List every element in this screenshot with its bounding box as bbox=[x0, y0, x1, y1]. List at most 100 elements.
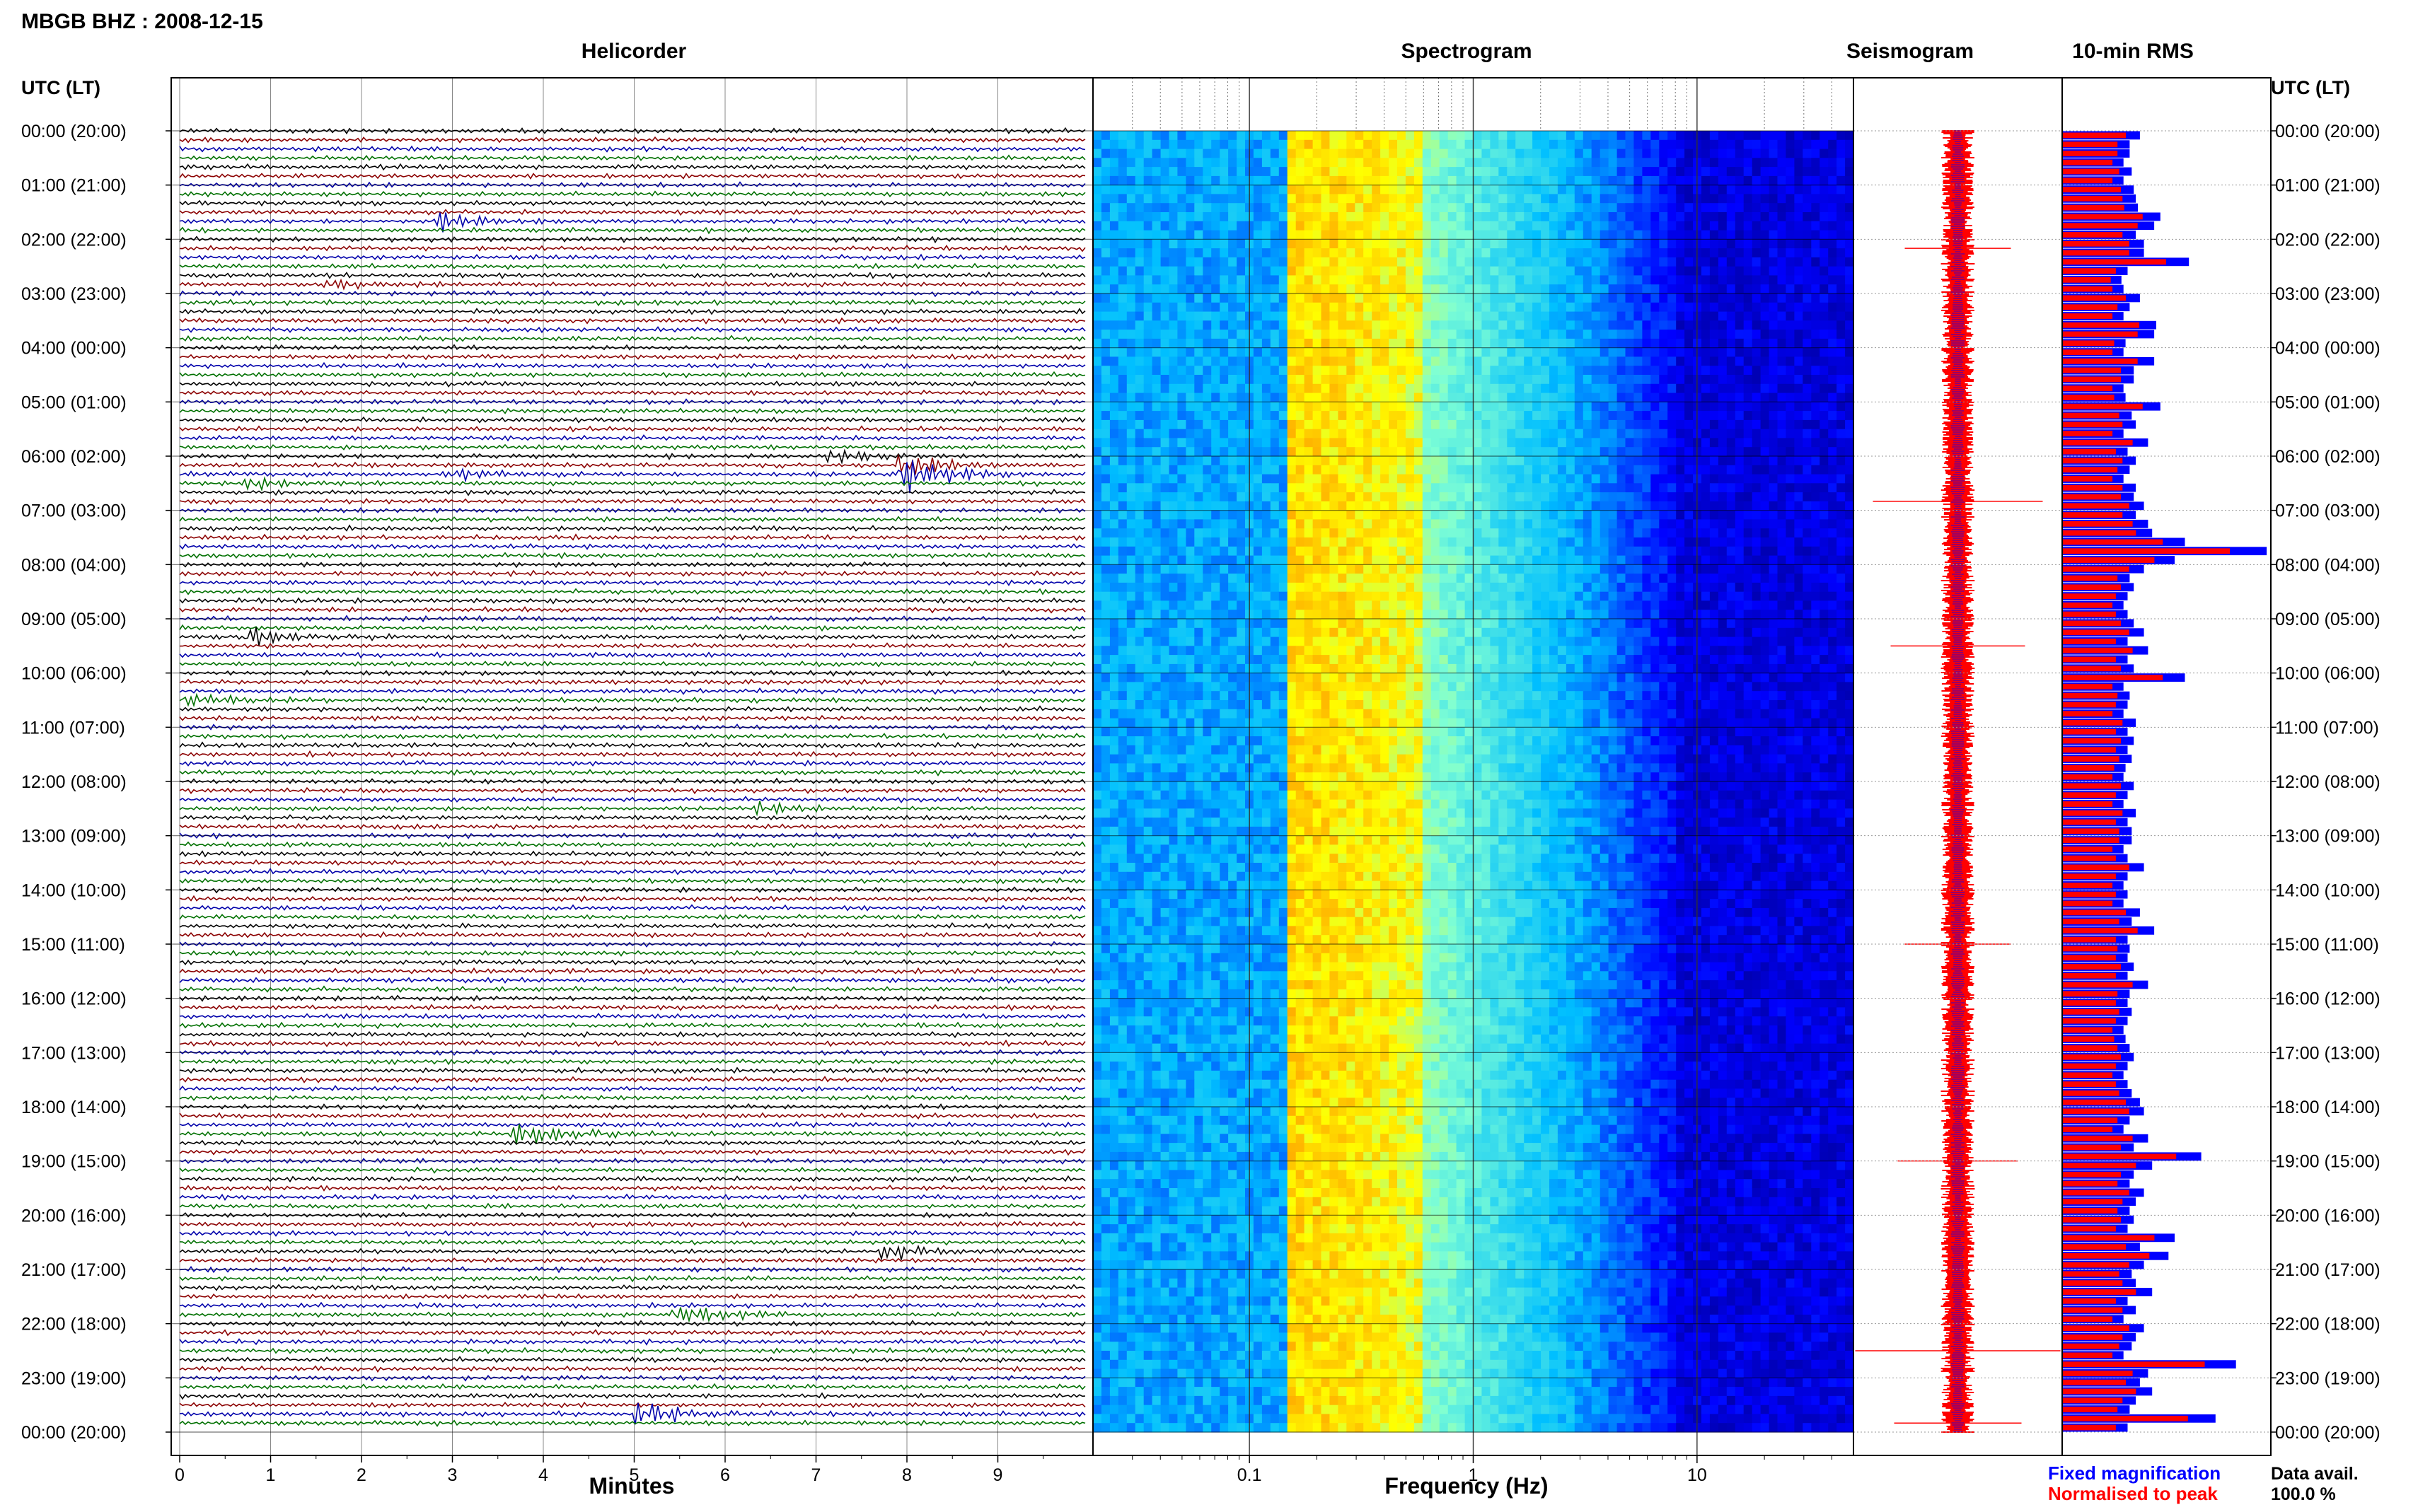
spectrogram-cell bbox=[1380, 537, 1389, 547]
spectrogram-cell bbox=[1456, 429, 1466, 438]
spectrogram-cell bbox=[1169, 501, 1178, 511]
spectrogram-cell bbox=[1422, 600, 1432, 610]
spectrogram-cell bbox=[1118, 574, 1128, 583]
spectrogram-cell bbox=[1287, 419, 1297, 430]
spectrogram-cell bbox=[1152, 492, 1162, 502]
spectrogram-cell bbox=[1439, 338, 1449, 349]
spectrogram-cell bbox=[1574, 600, 1584, 610]
spectrogram-cell bbox=[1152, 230, 1162, 240]
spectrogram-cell bbox=[1608, 519, 1618, 529]
spectrogram-cell bbox=[1203, 185, 1212, 194]
spectrogram-cell bbox=[1253, 158, 1263, 168]
spectrogram-cell bbox=[1811, 167, 1820, 177]
spectrogram-cell bbox=[1430, 610, 1440, 620]
spectrogram-cell bbox=[1701, 149, 1711, 158]
spectrogram-cell bbox=[1346, 474, 1355, 484]
spectrogram-cell bbox=[1363, 591, 1372, 601]
spectrogram-cell bbox=[1160, 528, 1170, 538]
spectrogram-cell bbox=[1515, 456, 1525, 466]
spectrogram-cell bbox=[1439, 528, 1449, 538]
spectrogram-cell bbox=[1803, 528, 1812, 538]
spectrogram-cell bbox=[1836, 185, 1846, 194]
spectrogram-cell bbox=[1803, 483, 1812, 493]
spectrogram-cell bbox=[1498, 284, 1508, 294]
spectrogram-cell bbox=[1261, 167, 1271, 177]
spectrogram-cell bbox=[1709, 582, 1719, 593]
spectrogram-cell bbox=[1211, 564, 1220, 574]
helicorder-trace bbox=[179, 1093, 1086, 1102]
spectrogram-cell bbox=[1109, 366, 1119, 376]
spectrogram-cell bbox=[1583, 510, 1592, 520]
spectrogram-cell bbox=[1659, 239, 1668, 249]
spectrogram-cell bbox=[1194, 591, 1203, 601]
spectrogram-cell bbox=[1769, 574, 1778, 583]
spectrogram-cell bbox=[1659, 131, 1668, 141]
spectrogram-cell bbox=[1237, 203, 1246, 213]
spectrogram-cell bbox=[1101, 510, 1111, 520]
spectrogram-cell bbox=[1549, 456, 1558, 466]
spectrogram-cell bbox=[1304, 139, 1314, 150]
spectrogram-cell bbox=[1363, 411, 1372, 421]
spectrogram-cell bbox=[1718, 392, 1728, 402]
spectrogram-cell bbox=[1126, 510, 1136, 520]
spectrogram-cell bbox=[1549, 149, 1558, 158]
spectrogram-cell bbox=[1566, 610, 1575, 620]
spectrogram-cell bbox=[1355, 302, 1364, 313]
spectrogram-cell bbox=[1549, 356, 1558, 366]
spectrogram-cell bbox=[1481, 519, 1491, 529]
spectrogram-cell bbox=[1515, 528, 1525, 538]
spectrogram-cell bbox=[1718, 429, 1728, 438]
spectrogram-cell bbox=[1769, 330, 1778, 339]
spectrogram-cell bbox=[1346, 510, 1355, 520]
spectrogram-cell bbox=[1490, 519, 1499, 529]
spectrogram-cell bbox=[1237, 320, 1246, 330]
spectrogram-cell bbox=[1743, 564, 1753, 574]
spectrogram-cell bbox=[1118, 392, 1128, 402]
spectrogram-cell bbox=[1811, 600, 1820, 610]
spectrogram-cell bbox=[1287, 366, 1297, 376]
spectrogram-cell bbox=[1135, 555, 1145, 565]
spectrogram-cell bbox=[1372, 212, 1381, 222]
helicorder-trace bbox=[179, 1013, 1086, 1020]
spectrogram-cell bbox=[1101, 330, 1111, 339]
spectrogram-cell bbox=[1836, 230, 1846, 240]
spectrogram-cell bbox=[1109, 167, 1119, 177]
spectrogram-cell bbox=[1566, 330, 1575, 339]
spectrogram-cell bbox=[1803, 492, 1812, 502]
spectrogram-cell bbox=[1473, 302, 1482, 313]
spectrogram-cell bbox=[1135, 564, 1145, 574]
spectrogram-cell bbox=[1430, 230, 1440, 240]
spectrogram-cell bbox=[1667, 600, 1677, 610]
spectrogram-cell bbox=[1169, 429, 1178, 438]
spectrogram-cell bbox=[1676, 230, 1685, 240]
spectrogram-cell bbox=[1152, 239, 1162, 249]
spectrogram-cell bbox=[1228, 212, 1237, 222]
spectrogram-cell bbox=[1194, 419, 1203, 430]
spectrogram-cell bbox=[1591, 266, 1601, 276]
spectrogram-cell bbox=[1253, 221, 1263, 231]
spectrogram-cell bbox=[1709, 546, 1719, 557]
spectrogram-cell bbox=[1304, 175, 1314, 186]
spectrogram-cell bbox=[1456, 149, 1466, 158]
spectrogram-cell bbox=[1684, 320, 1694, 330]
spectrogram-cell bbox=[1439, 492, 1449, 502]
spectrogram-cell bbox=[1667, 338, 1677, 349]
spectrogram-cell bbox=[1194, 574, 1203, 583]
spectrogram-cell bbox=[1380, 158, 1389, 168]
spectrogram-cell bbox=[1803, 311, 1812, 321]
spectrogram-cell bbox=[1473, 383, 1482, 394]
spectrogram-cell bbox=[1803, 230, 1812, 240]
spectrogram-cell bbox=[1143, 510, 1153, 520]
spectrogram-cell bbox=[1304, 438, 1314, 448]
spectrogram-cell bbox=[1194, 194, 1203, 204]
spectrogram-cell bbox=[1625, 185, 1634, 194]
spectrogram-cell bbox=[1126, 330, 1136, 339]
spectrogram-cell bbox=[1836, 131, 1846, 141]
spectrogram-cell bbox=[1667, 591, 1677, 601]
spectrogram-cell bbox=[1338, 447, 1347, 457]
spectrogram-cell bbox=[1481, 347, 1491, 357]
spectrogram-cell bbox=[1659, 510, 1668, 520]
spectrogram-cell bbox=[1752, 266, 1762, 276]
spectrogram-cell bbox=[1616, 582, 1626, 593]
spectrogram-cell bbox=[1430, 510, 1440, 520]
